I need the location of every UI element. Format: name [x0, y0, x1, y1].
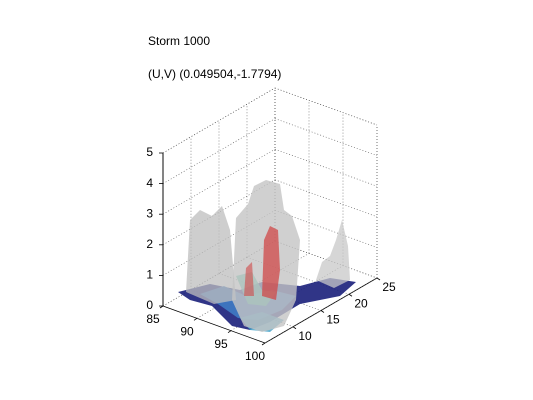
grid-line: [162, 87, 276, 154]
grid-line: [274, 148, 378, 187]
subtitle: (U,V) (0.049504,-1.7794): [148, 67, 281, 81]
tick-mark: [261, 342, 266, 346]
grid-line: [162, 210, 276, 276]
z-tick-label: 5: [146, 145, 153, 159]
isosurface: [316, 220, 350, 288]
isosurface: [186, 206, 236, 304]
volume-render: [178, 180, 356, 332]
y-tick-label: 25: [382, 280, 396, 294]
grid-line: [162, 179, 276, 246]
title: Storm 1000: [148, 34, 210, 48]
x-tick-label: 90: [180, 325, 194, 339]
y-tick-label: 20: [354, 296, 368, 310]
x-tick-label: 100: [245, 349, 265, 363]
isosurface-core: [262, 226, 280, 300]
grid-line: [274, 87, 378, 126]
tick-mark: [193, 318, 198, 321]
tick-mark: [320, 310, 325, 313]
z-tick-label: 3: [146, 206, 153, 220]
grid-line: [274, 179, 378, 218]
z-tick-label: 4: [146, 176, 153, 190]
y-tick-label: 10: [298, 329, 312, 343]
axis-edge: [162, 305, 266, 344]
tick-mark: [376, 277, 381, 281]
y-tick-label: 15: [326, 313, 340, 327]
tick-mark: [348, 293, 353, 297]
grid-line: [162, 148, 276, 215]
z-tick-label: 0: [146, 298, 153, 312]
z-tick-label: 1: [146, 268, 153, 282]
tick-mark: [227, 330, 232, 333]
grid-line: [162, 118, 276, 184]
z-tick-label: 2: [146, 237, 153, 251]
grid-line: [274, 118, 378, 156]
grid-line: [162, 240, 276, 307]
isosurface-core: [244, 262, 254, 296]
grid-line: [264, 277, 378, 344]
x-tick-label: 85: [146, 312, 160, 326]
tick-mark: [292, 326, 297, 330]
axes: 85 90 95 100 10 15 20 25 0 1 2 3 4 5: [146, 87, 396, 363]
x-tick-label: 95: [214, 337, 228, 351]
